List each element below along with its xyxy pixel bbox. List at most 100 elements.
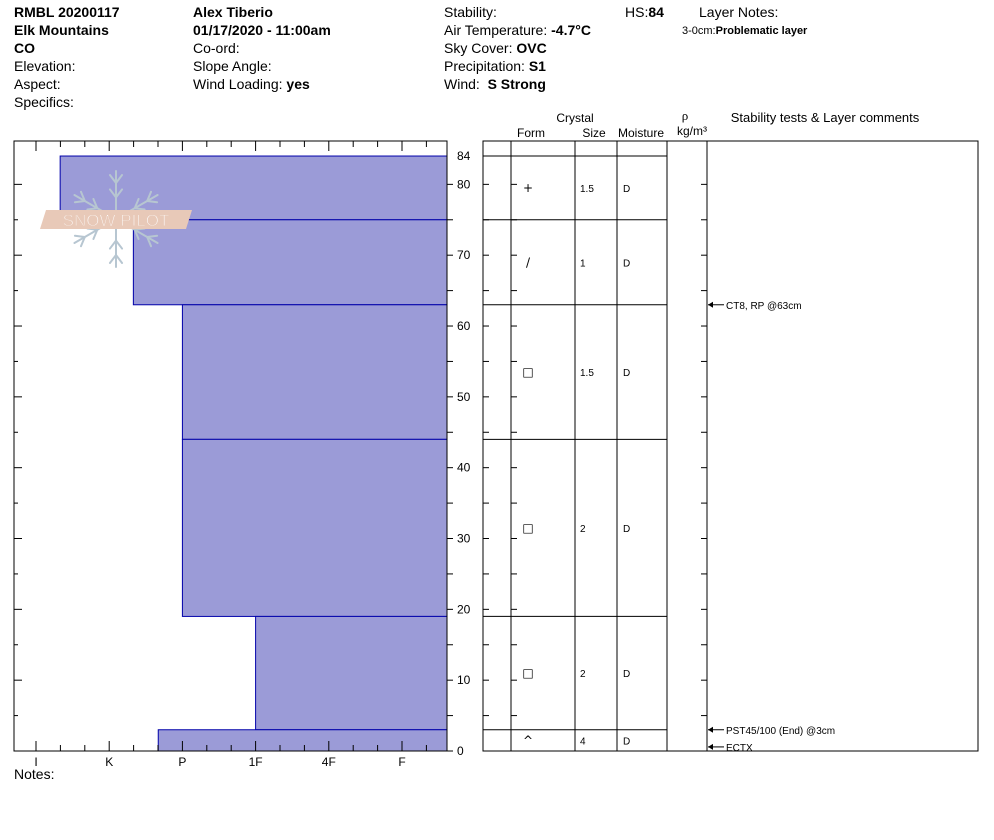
crystal-form-symbol: / [526,255,531,269]
rho-header: ρ [682,108,689,123]
observer-name: Alex Tiberio [193,4,273,20]
sky-cover-label: Sky Cover: [444,40,513,56]
wind-value: S Strong [487,76,546,92]
crystal-form-symbol: □ [522,521,533,535]
snowflake-branch [108,188,117,199]
crystal-form-symbol: ^ [523,733,533,747]
height-tick-label: 50 [457,390,471,404]
sky-cover-value: OVC [516,40,547,56]
wind-loading: Wind Loading: yes [193,75,310,93]
height-tick-label: 10 [457,673,471,687]
precip-label: Precipitation: [444,58,525,74]
snowflake-branch [146,200,159,204]
air-temp-value: -4.7°C [551,22,591,38]
stability-comment: PST45/100 (End) @3cm [726,726,835,737]
snowflake-branch [133,228,140,241]
layer-notes-label: Layer Notes: [699,4,779,20]
aspect-label: Aspect: [14,76,61,92]
crystal-size: 1.5 [580,368,594,379]
snowflake-branch [79,190,86,202]
crystal-size: 1 [580,258,586,269]
notes-label: Notes: [14,766,55,782]
moisture-header: Moisture [618,126,664,140]
hardness-bar [132,219,448,306]
crystal-size: 4 [580,736,586,747]
snowflake-branch [108,239,117,250]
logo-text: SNOW PILOT [63,211,170,230]
height-tick-label: 30 [457,532,471,546]
snowflake-branch [92,228,99,241]
crystal-header: Crystal [556,111,593,125]
hardness-tick-label: 4F [322,755,336,769]
sky-cover: Sky Cover: OVC [444,39,547,57]
layer-note-text: Problematic layer [715,25,808,37]
state: CO [14,40,35,56]
air-temperature: Air Temperature: -4.7°C [444,21,591,39]
crystal-form-symbol: □ [522,666,533,680]
moisture-value: D [623,524,630,535]
layer-note-depth: 3-0cm: [682,25,716,37]
table-frame [482,140,979,752]
height-tick-label: 84 [457,149,471,163]
coord-label: Co-ord: [193,40,240,56]
crystal-size: 2 [580,524,586,535]
wind-loading-value: yes [286,76,310,92]
stability-comment: CT8, RP @63cm [726,301,802,312]
layer-table: +1.5 D / 1 D □ 1.5 D □ 2 D □ 2 D ^ 4 D CT8, RP @63cm PST4… [482,140,979,754]
hardness-axis: I K P 1F 4F F [34,141,427,769]
specifics-label: Specifics: [14,94,74,110]
precipitation: Precipitation: S1 [444,57,546,75]
crystal-form-symbol: + [523,181,533,195]
crystal-form-symbol: □ [522,365,533,379]
table-rows: +1.5 D / 1 D □ 1.5 D □ 2 D □ 2 D ^ 4 D [483,155,667,747]
snowflake-branch [73,234,86,238]
snowflake-branch [133,207,146,211]
size-header: Size [582,126,606,140]
mountain-range: Elk Mountains [14,22,109,38]
logo-band [40,210,192,229]
observation-datetime: 01/17/2020 - 11:00am [193,22,331,38]
hardness-bar [181,304,448,440]
hardness-bar [157,729,448,752]
height-tick-label: 70 [457,248,471,262]
hardness-tick-label: 1F [249,755,263,769]
snowflake-branch [73,200,86,204]
comment-arrowhead [708,743,713,750]
hs-label: HS: [625,4,649,20]
height-tick-label: 40 [457,461,471,475]
form-header: Form [517,126,545,140]
hardness-tick-label: K [105,755,113,769]
stability-comments: CT8, RP @63cm PST45/100 (End) @3cm ECTX [708,301,835,754]
hardness-tick-label: I [34,755,37,769]
snowflake-branch [115,254,124,264]
comment-arrowhead [708,726,713,733]
precip-value: S1 [528,58,546,74]
snowpilot-logo: SNOW PILOT [40,170,192,268]
snowflake-branch [79,236,86,248]
comments-header: Stability tests & Layer comments [731,110,920,125]
snowflake-branch [86,207,99,211]
snowflake-branch [146,236,153,248]
stability-comment: ECTX [726,743,753,754]
height-tick-label: 0 [457,744,464,758]
hs-value: 84 [648,4,664,20]
snowflake-branch [146,234,159,238]
density-unit-header: kg/m³ [677,124,707,138]
snowflake-branch [92,197,99,210]
moisture-value: D [623,184,630,195]
snowflake-branch [108,174,117,184]
wind-loading-label: Wind Loading: [193,76,283,92]
layer-note: 3-0cm:Problematic layer [682,22,807,40]
elevation-label: Elevation: [14,58,76,74]
moisture-value: D [623,258,630,269]
wind: Wind: S Strong [444,75,546,93]
snowflake-branch [146,190,153,202]
hardness-bar [181,438,448,617]
hardness-bars [59,155,448,752]
hardness-tick-label: F [398,755,405,769]
site-name: RMBL 20200117 [14,4,120,20]
comment-arrowhead [708,301,713,308]
crystal-size: 1.5 [580,184,594,195]
moisture-value: D [623,736,630,747]
